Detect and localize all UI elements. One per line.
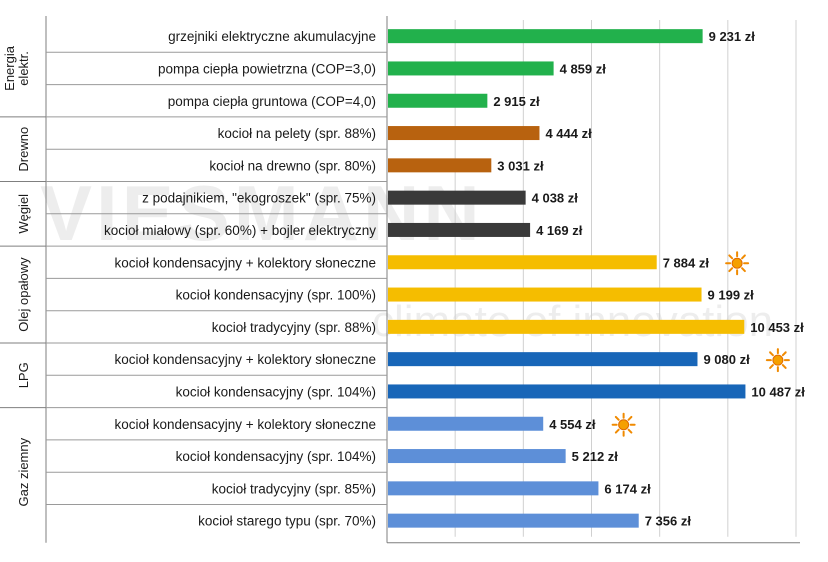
category-label-6: kocioł miałowy (spr. 60%) + bojler elekt… [104,223,376,238]
category-label-13: kocioł kondensacyjny (spr. 104%) [176,449,376,464]
bar-8 [388,287,702,302]
sun-icon [725,251,750,276]
category-label-4: kocioł na drewno (spr. 80%) [209,158,376,173]
value-label-1: 4 859 zł [560,61,607,76]
category-labels: grzejniki elektryczne akumulacyjne pompa … [104,29,376,529]
x-tick-label-0: 0 [383,559,390,562]
x-tick-label-3: 6000 [577,559,606,562]
group-label-5: Gaz ziemny [16,437,31,506]
sun-icons [611,251,790,437]
category-label-10: kocioł kondensacyjny + kolektory słonecz… [114,352,376,367]
bar-0 [388,29,703,44]
category-label-8: kocioł kondensacyjny (spr. 100%) [176,288,376,303]
x-tick-label-6: 12000 [778,559,814,562]
value-labels: 9 231 zł 4 859 zł 2 915 zł 4 444 zł 3 031 zł… [493,29,805,529]
bar-11 [388,384,746,399]
value-label-13: 5 212 zł [572,449,619,464]
category-label-1: pompa ciepła powietrzna (COP=3,0) [158,61,376,76]
bar-4 [388,158,492,173]
bar-5 [388,190,526,205]
bar-10 [388,352,698,367]
group-label-0: Energiaelektr. [2,45,31,91]
value-label-9: 10 453 zł [750,320,804,335]
group-label-1: Drewno [16,127,31,172]
category-label-11: kocioł kondensacyjny (spr. 104%) [176,384,376,399]
value-label-14: 6 174 zł [604,481,651,496]
value-label-11: 10 487 zł [751,384,805,399]
group-labels: Energiaelektr. Drewno Węgiel Olej opałowy LP… [2,45,31,506]
group-label-4: LPG [16,362,31,388]
sun-icon [765,348,790,373]
category-label-5: z podajnikiem, "ekogroszek" (spr. 75%) [142,191,376,206]
value-label-8: 9 199 zł [708,288,755,303]
value-label-12: 4 554 zł [549,417,596,432]
value-label-5: 4 038 zł [532,191,579,206]
value-label-15: 7 356 zł [645,514,692,529]
watermark-brand: VIESMANN [40,169,484,257]
bar-7 [388,255,657,270]
category-label-3: kocioł na pelety (spr. 88%) [218,126,376,141]
bar-13 [388,449,566,464]
category-label-9: kocioł tradycyjny (spr. 88%) [212,320,376,335]
value-label-0: 9 231 zł [709,29,756,44]
group-label-2: Węgiel [16,194,31,234]
value-label-6: 4 169 zł [536,223,583,238]
category-label-14: kocioł tradycyjny (spr. 85%) [212,481,376,496]
category-label-15: kocioł starego typu (spr. 70%) [198,514,376,529]
x-tick-label-5: 10000 [710,559,746,562]
bar-1 [388,61,554,76]
value-label-10: 9 080 zł [703,352,750,367]
x-tick-label-1: 2000 [441,559,470,562]
bar-3 [388,126,540,141]
bar-2 [388,93,488,108]
group-label-3: Olej opałowy [16,257,31,332]
bar-6 [388,222,531,237]
x-tick-label-2: 4000 [509,559,538,562]
x-tick-label-4: 8000 [645,559,674,562]
sun-icon [611,412,636,437]
bar-9 [388,319,745,334]
bar-15 [388,513,639,528]
category-label-0: grzejniki elektryczne akumulacyjne [168,29,376,44]
value-label-2: 2 915 zł [493,94,540,109]
x-axis: 0 2000 4000 6000 8000 10000 12000 [383,542,814,562]
value-label-7: 7 884 zł [663,255,710,270]
category-label-12: kocioł kondensacyjny + kolektory słonecz… [114,417,376,432]
bars [388,29,746,528]
value-label-3: 4 444 zł [545,126,592,141]
bar-14 [388,481,599,496]
value-label-4: 3 031 zł [497,158,544,173]
bar-12 [388,416,544,431]
category-label-7: kocioł kondensacyjny + kolektory słonecz… [114,255,376,270]
category-table-lines [0,16,388,543]
category-label-2: pompa ciepła gruntowa (COP=4,0) [168,94,376,109]
